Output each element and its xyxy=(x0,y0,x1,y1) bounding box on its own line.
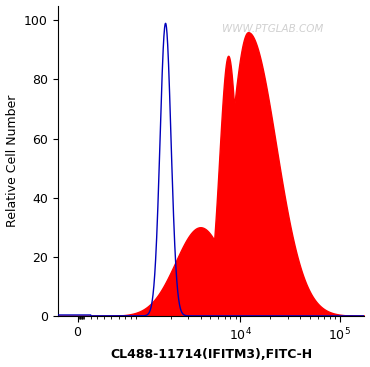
X-axis label: CL488-11714(IFITM3),FITC-H: CL488-11714(IFITM3),FITC-H xyxy=(110,348,312,361)
Y-axis label: Relative Cell Number: Relative Cell Number xyxy=(6,95,18,227)
Text: WWW.PTGLAB.COM: WWW.PTGLAB.COM xyxy=(222,24,323,34)
